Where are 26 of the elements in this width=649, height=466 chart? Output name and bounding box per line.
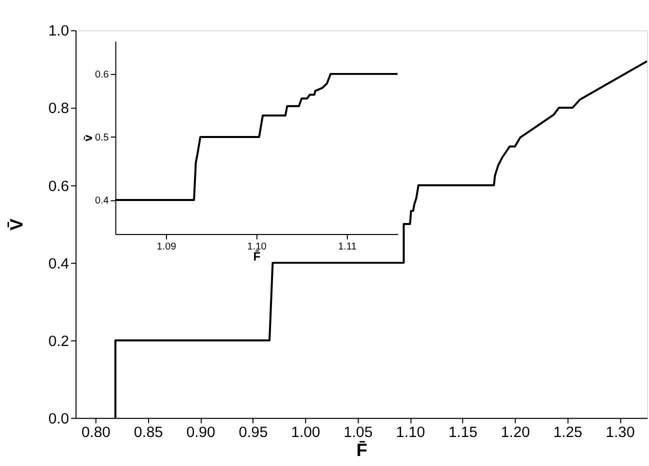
y-tick-label: 0.4	[95, 195, 110, 206]
x-axis-title: F̄	[356, 440, 368, 460]
x-tick-label: 0.95	[238, 425, 268, 442]
x-axis-title: F̄	[253, 249, 261, 264]
y-tick-label: 1.0	[48, 24, 70, 40]
x-tick-label: 1.30	[606, 425, 635, 442]
x-tick-label: 0.80	[81, 425, 110, 442]
x-tick-label: 1.20	[500, 425, 530, 442]
y-tick-label: 0.0	[48, 411, 70, 428]
y-axis-title: v̄	[81, 134, 96, 142]
y-tick-label: 0.2	[48, 334, 70, 350]
x-tick-label: 1.11	[338, 241, 358, 252]
y-tick-label: 0.5	[95, 132, 110, 144]
x-tick-label: 1.05	[344, 425, 373, 442]
y-axis-title: V̄	[6, 218, 27, 231]
x-tick-label: 0.90	[186, 425, 216, 442]
x-tick-label: 1.00	[291, 425, 320, 442]
y-tick-label: 0.8	[48, 101, 70, 118]
x-tick-label: 1.25	[553, 425, 582, 442]
x-tick-label: 1.10	[396, 425, 426, 442]
y-tick-label: 0.4	[48, 256, 70, 272]
x-tick-label: 1.15	[448, 425, 478, 442]
y-tick-label: 0.6	[95, 69, 110, 80]
y-tick-label: 0.6	[48, 178, 70, 195]
x-tick-label: 1.09	[156, 241, 177, 252]
x-tick-label: 0.85	[134, 425, 163, 442]
